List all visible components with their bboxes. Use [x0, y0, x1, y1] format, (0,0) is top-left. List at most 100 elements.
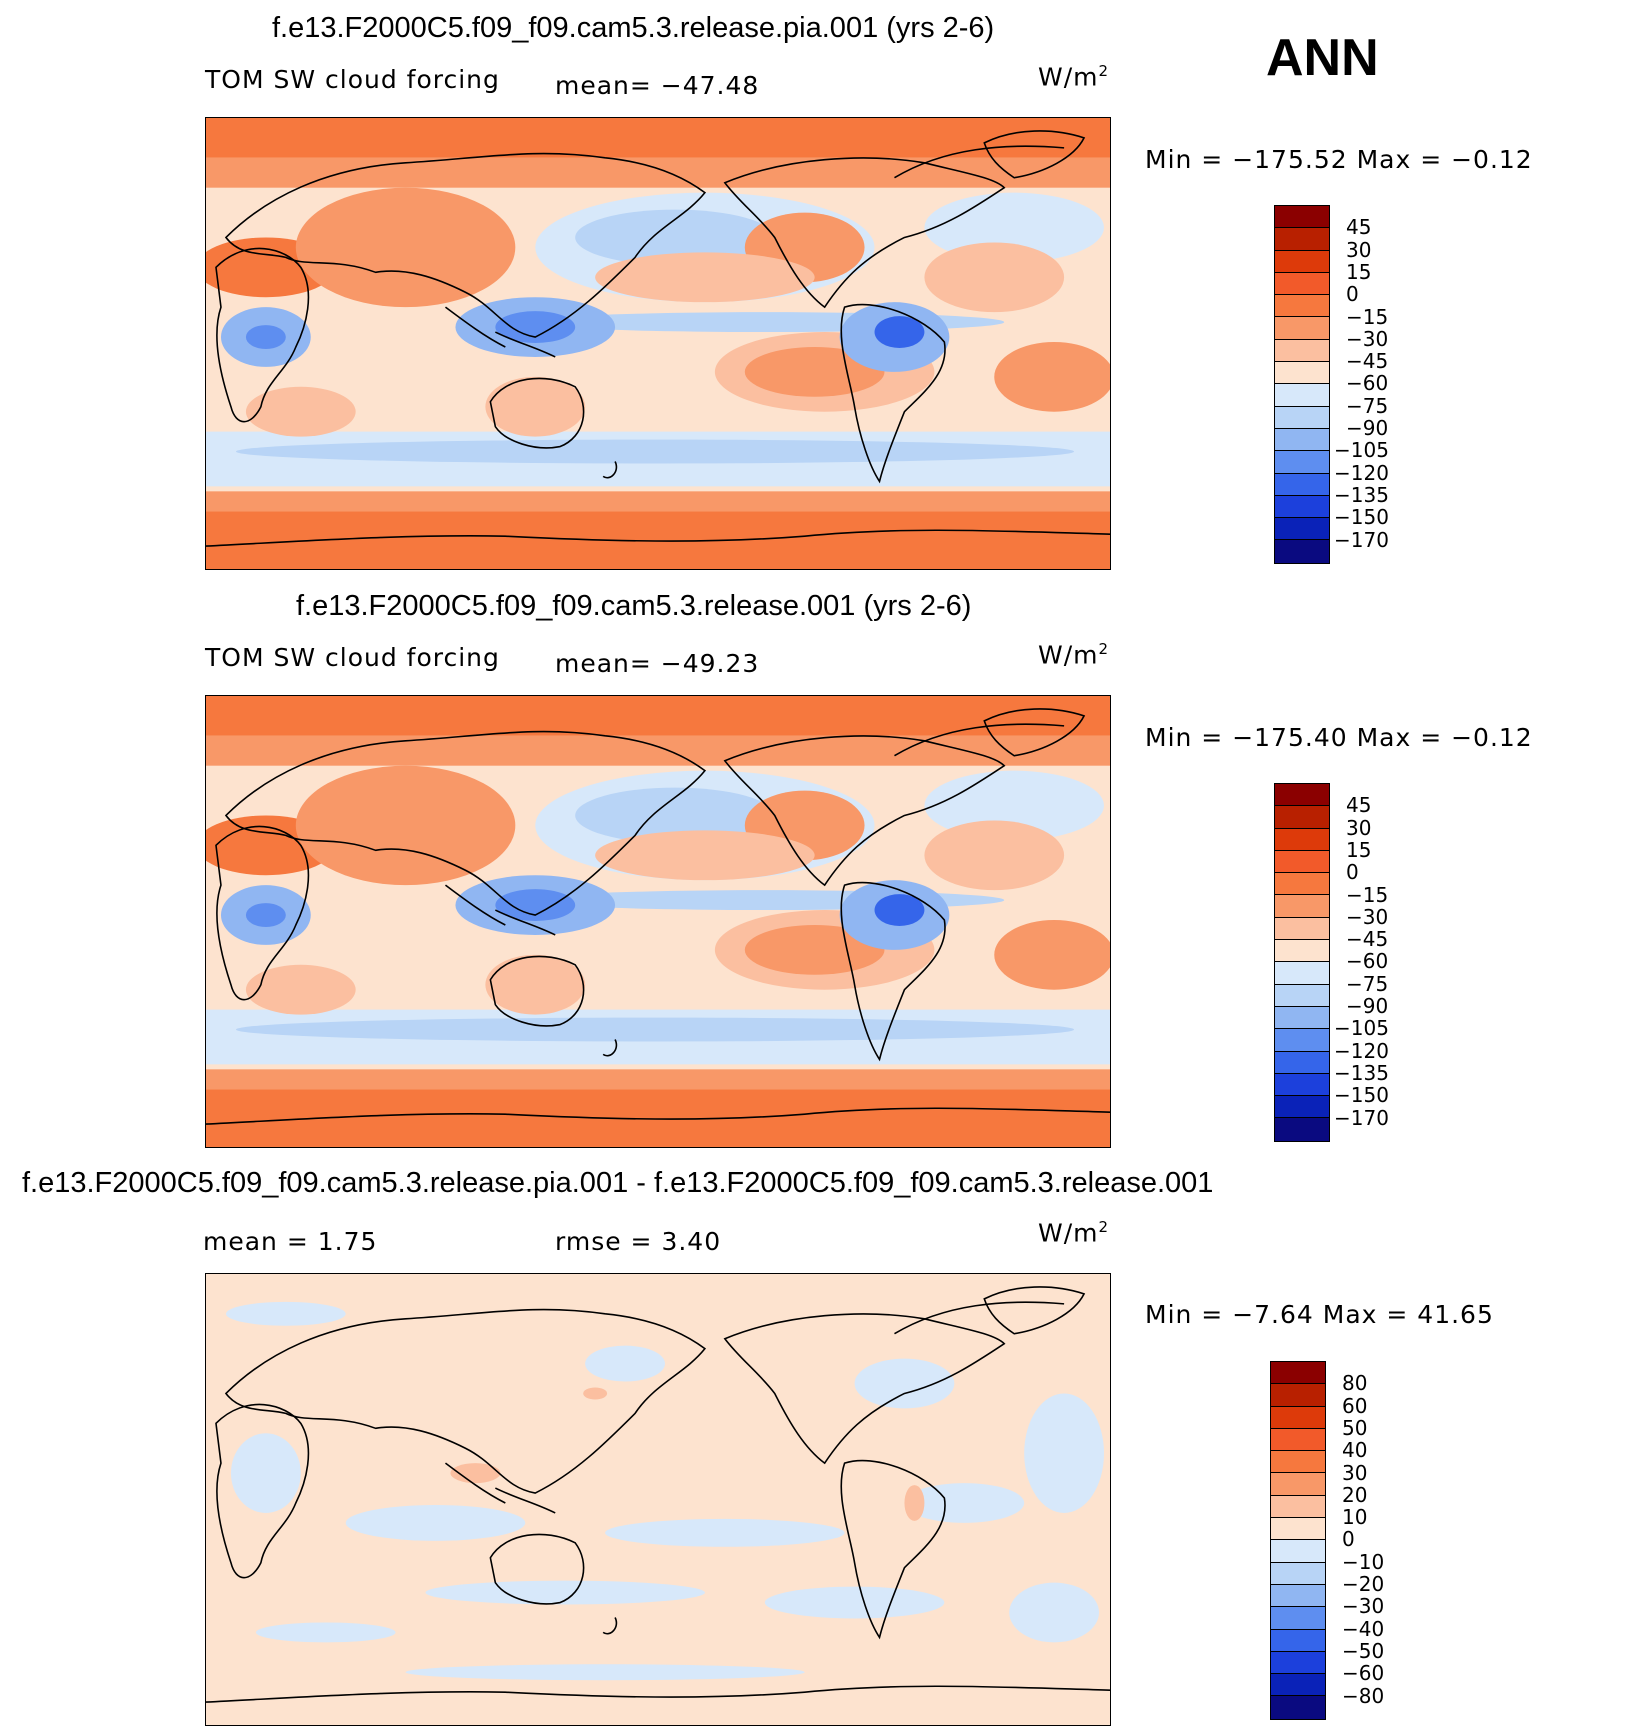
colorbar-tick-label: −170 [1334, 1105, 1389, 1130]
panel2-units: W/m2 [1038, 640, 1110, 670]
colorbar-bin [1275, 495, 1329, 519]
colorbar-tick-label: 15 [1346, 837, 1372, 862]
colorbar-bin [1271, 1629, 1325, 1652]
panel1-variable: TOM SW cloud forcing [205, 65, 500, 94]
colorbar-bin [1275, 384, 1329, 407]
colorbar-bin [1275, 272, 1329, 296]
colorbar-bin [1275, 540, 1329, 563]
colorbar-tick-label: −170 [1334, 527, 1389, 552]
colorbar-bin [1271, 1562, 1325, 1585]
colorbar-tick-label: −150 [1334, 505, 1389, 530]
panel1-min-max: Min = −175.52 Max = −0.12 [1145, 145, 1533, 174]
colorbar-tick-label: −20 [1342, 1572, 1385, 1596]
colorbar-bin [1275, 850, 1329, 874]
season-label: ANN [1266, 29, 1379, 87]
colorbar-bin [1275, 295, 1329, 318]
colorbar-tick-label: −90 [1346, 994, 1389, 1018]
panel3-min-max: Min = −7.64 Max = 41.65 [1145, 1300, 1494, 1329]
colorbar-bin [1275, 984, 1329, 1007]
colorbar-tick-label: 30 [1346, 815, 1372, 840]
colorbar-bin [1271, 1384, 1325, 1407]
colorbar-tick-label: −10 [1342, 1549, 1385, 1574]
colorbar-tick-label: −120 [1334, 1038, 1389, 1063]
colorbar-tick-label: −40 [1342, 1616, 1385, 1641]
colorbar-tick-label: −75 [1346, 393, 1389, 418]
panel3-mean: mean = 1.75 [203, 1227, 378, 1256]
colorbar-bin [1275, 1118, 1329, 1141]
colorbar-tick-label: −120 [1334, 460, 1389, 485]
colorbar-bin [1271, 1584, 1325, 1608]
colorbar-bin [1271, 1540, 1325, 1563]
colorbar-tick-label: −50 [1342, 1638, 1385, 1663]
colorbar-bin [1275, 250, 1329, 273]
panel1-title: f.e13.F2000C5.f09_f09.cam5.3.release.pia… [272, 12, 995, 44]
colorbar-bin [1275, 1096, 1329, 1119]
colorbar-tick-label: −30 [1346, 904, 1389, 929]
colorbar-tick-label: −45 [1346, 349, 1389, 374]
panel3-rmse: rmse = 3.40 [555, 1227, 722, 1256]
colorbar-bin [1275, 317, 1329, 340]
colorbar-tick-label: 10 [1342, 1505, 1368, 1530]
colorbar-tick-label: −90 [1346, 416, 1389, 440]
panel3-map [205, 1273, 1111, 1726]
colorbar-tick-label: −15 [1346, 882, 1389, 907]
colorbar-bin [1271, 1428, 1325, 1452]
colorbar-bin [1275, 828, 1329, 851]
panel2-title: f.e13.F2000C5.f09_f09.cam5.3.release.001… [296, 590, 972, 622]
colorbar-bin [1275, 940, 1329, 963]
panel1-colorbar [1274, 205, 1330, 564]
colorbar-tick-label: −15 [1346, 304, 1389, 329]
colorbar-bin [1271, 1518, 1325, 1541]
colorbar-bin [1275, 473, 1329, 496]
panel3-units: W/m2 [1038, 1218, 1110, 1248]
colorbar-tick-label: −105 [1334, 1016, 1389, 1041]
panel2-colorbar [1274, 783, 1330, 1142]
panel2-min-max: Min = −175.40 Max = −0.12 [1145, 723, 1533, 752]
colorbar-bin [1275, 406, 1329, 429]
colorbar-bin [1275, 1051, 1329, 1074]
colorbar-bin [1275, 228, 1329, 251]
panel3-title: f.e13.F2000C5.f09_f09.cam5.3.release.pia… [22, 1167, 1214, 1199]
colorbar-bin [1271, 1406, 1325, 1429]
colorbar-bin [1271, 1674, 1325, 1697]
colorbar-tick-label: −150 [1334, 1083, 1389, 1108]
colorbar-tick-label: 60 [1342, 1393, 1368, 1418]
colorbar-tick-label: −80 [1342, 1683, 1385, 1708]
colorbar-tick-label: 20 [1342, 1482, 1368, 1507]
colorbar-tick-label: 30 [1342, 1460, 1368, 1485]
colorbar-tick-label: 40 [1342, 1438, 1368, 1463]
colorbar-bin [1275, 1029, 1329, 1052]
panel2-map [205, 695, 1111, 1148]
colorbar-tick-label: 15 [1346, 259, 1372, 284]
colorbar-bin [1271, 1607, 1325, 1630]
colorbar-bin [1275, 895, 1329, 918]
colorbar-tick-label: 80 [1342, 1371, 1368, 1396]
colorbar-tick-label: −60 [1342, 1661, 1385, 1686]
colorbar-tick-label: −45 [1346, 927, 1389, 952]
colorbar-bin [1275, 1073, 1329, 1097]
colorbar-bin [1275, 917, 1329, 941]
colorbar-bin [1275, 806, 1329, 829]
colorbar-bin [1275, 339, 1329, 363]
colorbar-tick-label: −75 [1346, 971, 1389, 996]
colorbar-bin [1271, 1473, 1325, 1496]
panel2-mean: mean= −49.23 [555, 649, 760, 678]
colorbar-tick-label: 45 [1346, 793, 1372, 818]
panel2-variable: TOM SW cloud forcing [205, 643, 500, 672]
panel1-units: W/m2 [1038, 62, 1110, 92]
colorbar-bin [1275, 518, 1329, 541]
colorbar-bin [1275, 1006, 1329, 1030]
colorbar-tick-label: −30 [1342, 1594, 1385, 1619]
colorbar-tick-label: −60 [1346, 949, 1389, 974]
colorbar-tick-label: 0 [1342, 1527, 1355, 1552]
colorbar-tick-label: 0 [1346, 282, 1359, 307]
colorbar-bin [1271, 1651, 1325, 1675]
colorbar-tick-label: 50 [1342, 1415, 1368, 1440]
colorbar-bin [1271, 1362, 1325, 1385]
colorbar-tick-label: −60 [1346, 371, 1389, 396]
colorbar-tick-label: −105 [1334, 438, 1389, 463]
colorbar-tick-label: 0 [1346, 860, 1359, 885]
panel1-mean: mean= −47.48 [555, 71, 760, 100]
colorbar-bin [1275, 784, 1329, 807]
panel3-colorbar [1270, 1361, 1326, 1720]
